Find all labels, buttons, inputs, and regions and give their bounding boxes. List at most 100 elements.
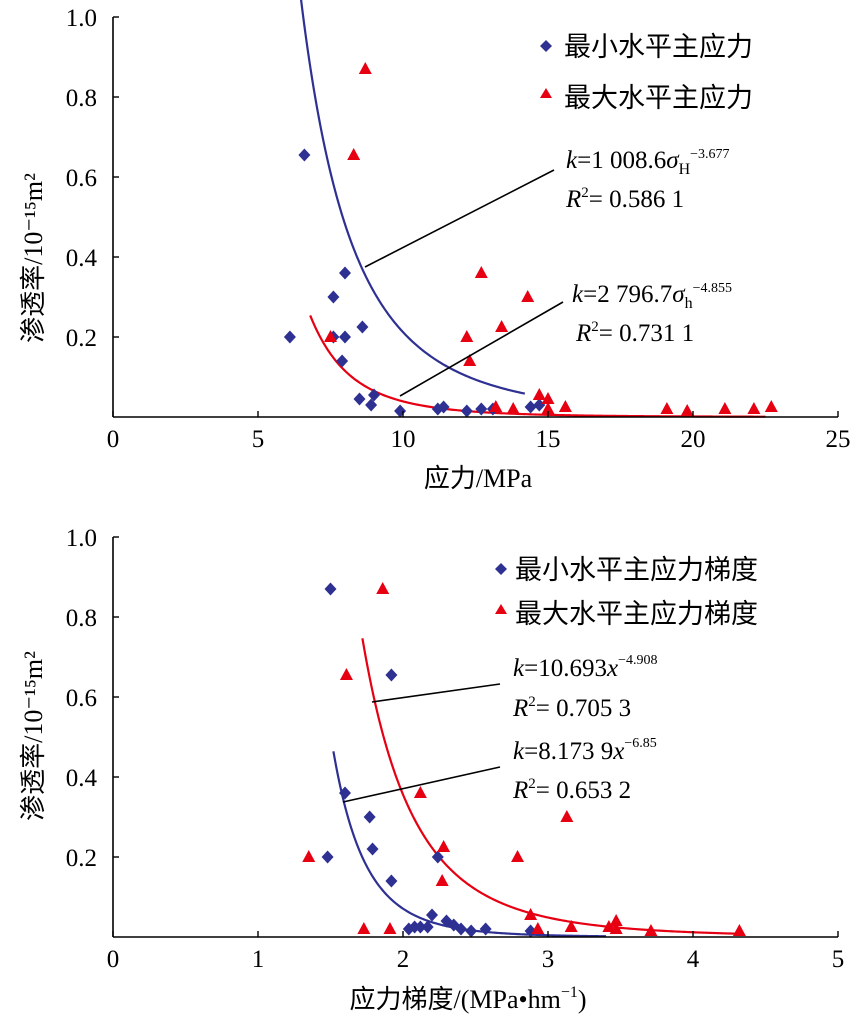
- y-tick-label: 0.8: [66, 85, 97, 112]
- data-point-triangle: [765, 400, 778, 412]
- x-tick-label: 2: [397, 946, 410, 973]
- data-point-diamond: [465, 925, 477, 938]
- data-point-triangle: [376, 582, 389, 594]
- data-point-triangle: [660, 402, 673, 414]
- legend-marker-triangle: [495, 604, 507, 614]
- data-point-triangle: [521, 290, 534, 302]
- data-point-diamond: [385, 875, 397, 888]
- y-axis-label: 渗透率/10⁻¹⁵m²: [19, 651, 48, 821]
- data-point-diamond: [354, 393, 366, 406]
- y-axis-label: 渗透率/10⁻¹⁵m²: [19, 173, 48, 343]
- data-point-triangle: [681, 404, 694, 416]
- data-point-triangle: [511, 850, 524, 862]
- x-tick-label: 1: [252, 946, 265, 973]
- data-point-diamond: [394, 405, 406, 418]
- data-point-diamond: [336, 355, 348, 368]
- equation-label: k=10.693x−4.908: [513, 653, 657, 682]
- data-point-diamond: [284, 331, 296, 344]
- chart-stress: 0 5 10 15 20 25 0.2 0.4 0.6 0.8 1.0 渗透率/10⁻¹⁵m² 应力…: [19, 0, 851, 493]
- y-tick-label: 0.8: [66, 605, 97, 632]
- x-tick-label: 10: [391, 426, 416, 453]
- data-point-triangle: [507, 402, 520, 414]
- y-tick-label: 0.6: [66, 685, 97, 712]
- legend-marker-triangle: [540, 88, 552, 98]
- x-tick-label: 15: [536, 426, 561, 453]
- legend-marker-diamond: [495, 563, 507, 575]
- data-point-triangle: [747, 402, 760, 414]
- equation-label: k=1 008.6σH−3.677: [566, 147, 730, 178]
- y-tick-label: 1.0: [66, 5, 97, 32]
- legend: 最小水平主应力 最大水平主应力: [540, 32, 753, 113]
- data-point-triangle: [414, 786, 427, 798]
- x-tick-label: 5: [252, 426, 265, 453]
- y-tick-label: 0.6: [66, 165, 97, 192]
- data-point-diamond: [385, 669, 397, 682]
- x-tick-label: 0: [107, 426, 120, 453]
- legend-entry: 最小水平主应力梯度: [515, 555, 758, 585]
- annotation-min-gradient-fit: k=8.173 9x−6.85 R2= 0.653 2: [343, 736, 657, 804]
- data-point-diamond: [339, 331, 351, 344]
- x-tick-label: 5: [832, 946, 845, 973]
- x-tick-label: 4: [687, 946, 700, 973]
- leader-line: [372, 684, 500, 702]
- legend: 最小水平主应力梯度 最大水平主应力梯度: [495, 555, 758, 629]
- data-point-triangle: [733, 924, 746, 936]
- data-point-triangle: [383, 922, 396, 934]
- data-point-diamond: [322, 851, 334, 864]
- data-point-triangle: [460, 330, 473, 342]
- data-point-diamond: [475, 403, 487, 416]
- r-squared-label: R2= 0.705 3: [512, 694, 631, 722]
- data-point-diamond: [325, 583, 337, 596]
- data-point-diamond: [364, 811, 376, 824]
- y-tick-label: 0.2: [66, 325, 97, 352]
- data-point-diamond: [426, 909, 438, 922]
- x-tick-label: 25: [826, 426, 851, 453]
- data-point-diamond: [367, 843, 379, 856]
- data-point-triangle: [559, 400, 572, 412]
- chart-stress-series: [267, 0, 778, 418]
- figure: 0 5 10 15 20 250.20.40.60.81.0 渗透率/10⁻¹⁵m² 应力…: [0, 0, 863, 1022]
- data-point-triangle: [533, 388, 546, 400]
- r-squared-label: R2= 0.586 1: [565, 185, 684, 213]
- leader-line: [365, 170, 554, 267]
- chart-stress-ticks: 0 5 10 15 20 25 0.2 0.4 0.6 0.8 1.0: [66, 5, 851, 453]
- annotation-max-fit: k=1 008.6σH−3.677 R2= 0.586 1: [365, 147, 730, 267]
- data-point-triangle: [436, 874, 449, 886]
- x-axis-label: 应力/MPa: [424, 464, 533, 493]
- data-point-triangle: [475, 266, 488, 278]
- data-point-triangle: [347, 148, 360, 160]
- data-point-diamond: [480, 923, 492, 936]
- chart-gradient-axes: [113, 537, 838, 937]
- data-point-triangle: [302, 850, 315, 862]
- chart-stress-gradient: 0 1 2 3 4 5 0.2 0.4 0.6 0.8 1.0 渗透率/10⁻¹⁵m² 应力梯度/(…: [19, 525, 844, 1014]
- legend-entry: 最小水平主应力: [564, 32, 753, 62]
- data-point-triangle: [359, 62, 372, 74]
- legend-entry: 最大水平主应力梯度: [515, 599, 758, 629]
- x-tick-label: 20: [681, 426, 706, 453]
- data-point-diamond: [327, 291, 339, 304]
- data-point-triangle: [437, 840, 450, 852]
- chart-gradient-ticks: 0 1 2 3 4 5 0.2 0.4 0.6 0.8 1.0: [66, 525, 845, 973]
- data-point-diamond: [368, 389, 380, 402]
- y-tick-label: 0.4: [66, 765, 98, 792]
- equation-label: k=2 796.7σh−4.855: [572, 281, 732, 312]
- data-point-diamond: [339, 267, 351, 280]
- legend-marker-diamond: [540, 40, 552, 52]
- annotation-max-gradient-fit: k=10.693x−4.908 R2= 0.705 3: [372, 653, 657, 722]
- x-axis-label: 应力梯度/(MPa•hm−1): [349, 984, 586, 1014]
- r-squared-label: R2= 0.731 1: [575, 319, 694, 347]
- data-point-diamond: [461, 405, 473, 418]
- data-point-diamond: [298, 149, 310, 162]
- x-tick-label: 3: [542, 946, 555, 973]
- data-point-triangle: [560, 810, 573, 822]
- y-tick-label: 1.0: [66, 525, 97, 552]
- data-point-diamond: [365, 399, 377, 412]
- y-tick-label: 0.4: [66, 245, 98, 272]
- legend-entry: 最大水平主应力: [564, 83, 753, 113]
- x-tick-label: 0: [107, 946, 120, 973]
- data-point-diamond: [525, 401, 537, 414]
- fit-curve: [267, 0, 525, 394]
- y-tick-label: 0.2: [66, 845, 97, 872]
- equation-label: k=8.173 9x−6.85: [513, 736, 657, 765]
- data-point-triangle: [718, 402, 731, 414]
